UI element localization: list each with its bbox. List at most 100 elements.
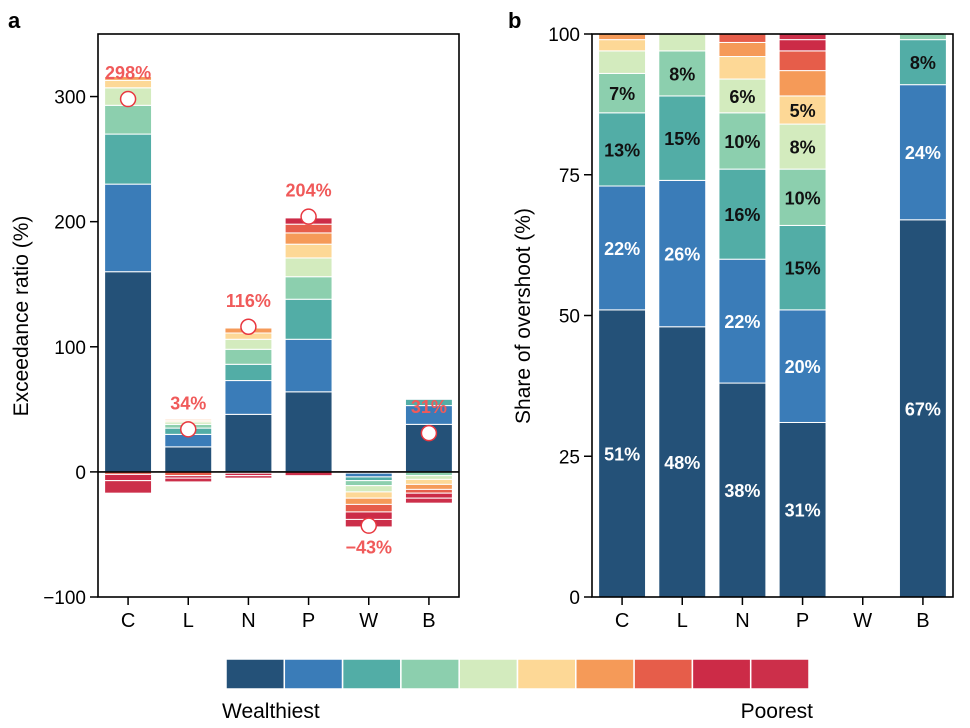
bar-segment-B-decile-3 [898,39,947,86]
bar-segment-P-decile-4 [778,168,827,226]
bar-segment-N-decile-4 [224,348,273,365]
bar-segment-C-decile-4 [598,72,647,114]
bar-segment-B-decile-2 [898,84,947,221]
bar-segment-P-decile-9 [778,39,827,52]
panel-a-y-axis-label: Exceedance ratio (%) [10,216,33,417]
y-tick-label: 300 [54,88,86,109]
x-tick-label: W [853,610,872,632]
segment-label: 22% [724,312,760,332]
legend-swatch-decile-5 [458,658,519,690]
bar-segment-W-decile-4 [344,480,393,487]
segment-label: 48% [664,453,700,473]
segment-label: 38% [724,481,760,501]
bar-segment-C-decile-9 [104,473,153,482]
bar-segment-L-decile-1 [164,446,213,473]
bar-segment-B-decile-4 [898,33,947,41]
bar-segment-P-decile-10 [778,33,827,41]
y-tick-label: 50 [559,307,580,328]
segment-label: 10% [785,188,821,208]
segment-label: 7% [609,84,635,104]
bar-segment-P-decile-3 [778,224,827,311]
bar-segment-P-decile-8 [778,50,827,72]
panel-a: a −100 0 100 200 300 C L N P W B 298% 34% 116% 204% −43… [8,8,460,632]
bar-segment-B-decile-9 [404,492,453,499]
legend-swatch-decile-1 [225,658,286,690]
x-tick-label: C [121,610,135,632]
bar-segment-L-decile-5 [658,33,707,52]
bar-segment-W-decile-6 [344,491,393,499]
y-tick-label: 0 [75,463,86,484]
bar-segment-N-decile-2 [224,380,273,415]
bar-segment-C-decile-7 [598,33,647,41]
bar-segment-W-decile-2 [344,472,393,478]
bar-segment-N-decile-5 [718,78,767,114]
total-marker-W [360,517,377,534]
y-tick-label: −100 [43,588,86,609]
segment-label: 6% [729,87,755,107]
bar-segment-C-decile-7 [104,76,153,81]
bar-segment-P-decile-4 [284,276,333,300]
bar-segment-P-decile-5 [778,123,827,170]
bar-segment-P-decile-6 [284,243,333,259]
total-marker-B [420,424,438,442]
bar-segment-C-decile-4 [104,104,153,135]
bar-segment-C-decile-3 [598,112,647,187]
bar-segment-C-decile-1 [598,309,647,598]
segment-label: 8% [669,64,695,84]
bar-segment-P-decile-1 [778,421,827,598]
legend-swatch-decile-6 [516,658,577,690]
segment-label: 31% [785,501,821,521]
x-tick-label: N [735,610,749,632]
bar-segment-C-decile-10 [104,480,153,494]
total-marker-label: 31% [411,397,447,417]
total-marker-label: −43% [345,538,392,558]
y-tick-label: 200 [54,213,86,234]
bar-segment-W-decile-3 [344,476,393,482]
segment-label: 15% [664,129,700,149]
segment-label: 16% [724,205,760,225]
bar-segment-B-decile-8 [404,488,453,494]
bar-segment-L-decile-2 [658,179,707,328]
bar-segment-P-decile-7 [778,70,827,97]
bar-segment-C-decile-5 [598,50,647,74]
bar-segment-L-decile-10 [164,477,213,483]
x-tick-label: P [796,610,809,632]
x-tick-label: L [677,610,688,632]
segment-label: 15% [785,259,821,279]
segment-label: 26% [664,245,700,265]
bar-segment-C-decile-1 [104,271,153,473]
panel-a-frame [97,33,460,598]
y-tick-label: 100 [548,25,580,46]
bar-segment-P-decile-2 [778,309,827,423]
legend-swatch-decile-3 [341,658,402,690]
bar-segment-N-decile-10 [224,475,273,479]
total-marker-C [119,90,137,108]
legend-swatch-decile-4 [400,658,460,690]
bar-segment-L-decile-3 [658,95,707,181]
panel-b: b 0 25 50 75 100 51% 22% 13% 7% C 48% 26% 15% 8% L 38% 2… [508,8,954,632]
total-marker-label: 298% [105,63,151,83]
bar-segment-B-decile-3 [404,398,453,407]
bar-segment-B-decile-1 [898,219,947,598]
total-marker-P [300,208,317,225]
total-marker-label: 204% [286,181,332,201]
bar-segment-W-decile-5 [344,485,393,493]
x-tick-label: B [916,610,929,632]
bar-segment-N-decile-6 [718,56,767,80]
panel-a-label: a [8,8,21,33]
bar-segment-C-decile-3 [104,133,153,185]
bar-segment-C-decile-2 [598,185,647,311]
bar-segment-N-decile-7 [718,41,767,58]
bar-segment-P-decile-8 [284,223,333,234]
bar-segment-N-decile-3 [718,168,767,260]
segment-label: 5% [790,101,816,121]
bar-segment-L-decile-1 [658,326,707,598]
total-marker-label: 34% [170,393,206,413]
bar-segment-P-decile-2 [284,338,333,393]
panel-b-y-axis-label: Share of overshoot (%) [512,208,535,424]
bar-segment-L-decile-4 [658,50,707,97]
legend-swatch-decile-9 [691,658,752,690]
panel-b-label: b [508,8,521,33]
segment-label: 22% [604,239,640,259]
